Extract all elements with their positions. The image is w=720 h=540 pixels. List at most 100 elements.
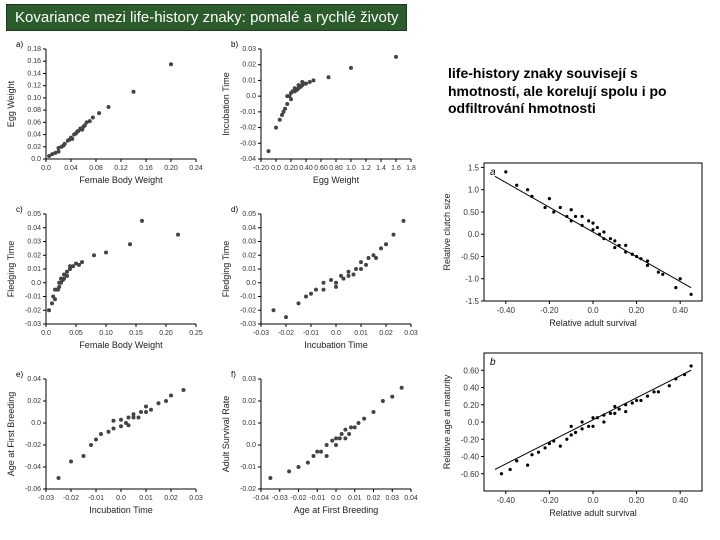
svg-text:0.04: 0.04 — [27, 376, 41, 383]
svg-text:0.04: 0.04 — [27, 225, 41, 232]
svg-text:-0.02: -0.02 — [240, 307, 256, 314]
svg-text:0.20: 0.20 — [284, 165, 298, 172]
svg-text:0.0: 0.0 — [246, 280, 256, 287]
svg-text:-0.01: -0.01 — [240, 294, 256, 301]
svg-text:1.6: 1.6 — [391, 165, 401, 172]
svg-text:0.01: 0.01 — [242, 420, 256, 427]
content-area: 0.0 0.04 0.08 0.12 0.16 0.20 0.24 0.0 0.02 0.04 0.… — [0, 37, 720, 533]
svg-text:0.16: 0.16 — [27, 58, 41, 65]
svg-text:Egg Weight: Egg Weight — [6, 80, 16, 127]
scatter-panel-c: 0.00.050.100.150.200.25-0.03-0.02-0.010.… — [4, 202, 204, 352]
scatter-panel-d: -0.03-0.02-0.010.00.010.020.03-0.03-0.02… — [219, 202, 419, 352]
right-regression-panels: -0.40-0.200.00.200.40-1.5-1.0-0.500.00.5… — [438, 149, 714, 529]
svg-text:0.40: 0.40 — [672, 496, 688, 505]
svg-text:0.03: 0.03 — [404, 330, 418, 337]
svg-text:0.05: 0.05 — [242, 211, 256, 218]
svg-text:0.02: 0.02 — [242, 252, 256, 259]
svg-text:0.03: 0.03 — [385, 495, 399, 502]
svg-text:0.06: 0.06 — [27, 119, 41, 126]
svg-text:-0.01: -0.01 — [303, 330, 319, 337]
svg-text:0.03: 0.03 — [242, 239, 256, 246]
svg-text:e): e) — [16, 370, 23, 379]
svg-text:0.12: 0.12 — [27, 83, 41, 90]
svg-text:0.0: 0.0 — [116, 495, 126, 502]
svg-text:0.01: 0.01 — [27, 266, 41, 273]
svg-text:0.20: 0.20 — [159, 330, 173, 337]
svg-text:1.5: 1.5 — [468, 163, 480, 172]
svg-text:0.0: 0.0 — [41, 330, 51, 337]
svg-text:0.12: 0.12 — [114, 165, 128, 172]
svg-text:0.0: 0.0 — [271, 165, 281, 172]
svg-text:Age at First Breeding: Age at First Breeding — [6, 392, 16, 477]
svg-text:Fledging Time: Fledging Time — [6, 241, 16, 298]
svg-text:1.4: 1.4 — [376, 165, 386, 172]
svg-text:-0.02: -0.02 — [278, 330, 294, 337]
svg-text:0.40: 0.40 — [463, 384, 479, 393]
svg-text:-0.20: -0.20 — [461, 435, 480, 444]
svg-text:-0.20: -0.20 — [253, 165, 269, 172]
scatter-panel-f: -0.04-0.03-0.02-0.010.00.010.020.030.04-… — [219, 367, 419, 517]
svg-text:0.20: 0.20 — [629, 306, 645, 315]
svg-text:0.0: 0.0 — [587, 306, 599, 315]
svg-text:1.2: 1.2 — [361, 165, 371, 172]
svg-text:0.03: 0.03 — [27, 239, 41, 246]
svg-text:0.01: 0.01 — [354, 330, 368, 337]
svg-text:0.0: 0.0 — [331, 495, 341, 502]
svg-text:-0.50: -0.50 — [461, 252, 480, 261]
svg-text:-0.04: -0.04 — [25, 464, 41, 471]
scatter-panel-e: -0.03-0.02-0.010.00.010.020.03-0.06-0.04… — [4, 367, 204, 517]
svg-text:0.08: 0.08 — [27, 107, 41, 114]
svg-text:Adult Survival Rate: Adult Survival Rate — [221, 396, 231, 473]
svg-text:0.14: 0.14 — [27, 70, 41, 77]
svg-text:-1.5: -1.5 — [465, 297, 479, 306]
svg-text:0.01: 0.01 — [242, 77, 256, 84]
svg-text:1.0: 1.0 — [346, 165, 356, 172]
svg-text:Egg Weight: Egg Weight — [313, 175, 360, 185]
svg-text:0.04: 0.04 — [27, 132, 41, 139]
title-banner: Kovariance mezi life-history znaky: poma… — [6, 4, 407, 31]
svg-text:0.0: 0.0 — [331, 330, 341, 337]
svg-text:0.04: 0.04 — [242, 225, 256, 232]
svg-text:0.02: 0.02 — [27, 144, 41, 151]
regression-panel-g: -0.40-0.200.00.200.40-1.5-1.0-0.500.00.5… — [438, 149, 714, 329]
svg-text:0.0: 0.0 — [31, 156, 41, 163]
svg-text:0.25: 0.25 — [189, 330, 203, 337]
svg-text:Female Body Weight: Female Body Weight — [79, 340, 163, 350]
svg-text:0.0: 0.0 — [246, 442, 256, 449]
svg-text:-1.0: -1.0 — [465, 275, 479, 284]
svg-text:0.10: 0.10 — [27, 95, 41, 102]
svg-text:Relative age at maturity: Relative age at maturity — [442, 374, 452, 469]
svg-text:Age at First Breeding: Age at First Breeding — [294, 505, 379, 515]
svg-text:-0.03: -0.03 — [253, 330, 269, 337]
svg-text:Fledging Time: Fledging Time — [221, 241, 231, 298]
svg-text:0.02: 0.02 — [27, 252, 41, 259]
svg-text:0.08: 0.08 — [89, 165, 103, 172]
svg-text:-0.04: -0.04 — [240, 156, 256, 163]
svg-text:0.02: 0.02 — [242, 398, 256, 405]
scatter-panel-a: 0.00.040.080.120.160.200.240.00.020.040.… — [4, 37, 204, 187]
svg-text:0.50: 0.50 — [463, 208, 479, 217]
svg-text:0.03: 0.03 — [189, 495, 203, 502]
svg-text:b): b) — [231, 40, 238, 49]
svg-text:0.20: 0.20 — [164, 165, 178, 172]
svg-text:0.0: 0.0 — [31, 280, 41, 287]
svg-text:-0.60: -0.60 — [461, 470, 480, 479]
svg-text:0.40: 0.40 — [299, 165, 313, 172]
scatter-panel-b: -0.200.00.200.400.600.801.01.21.41.61.8-… — [219, 37, 419, 187]
svg-text:-0.01: -0.01 — [88, 495, 104, 502]
svg-text:0.0: 0.0 — [31, 420, 41, 427]
svg-text:-0.03: -0.03 — [38, 495, 54, 502]
svg-text:0.60: 0.60 — [314, 165, 328, 172]
svg-text:0.05: 0.05 — [69, 330, 83, 337]
svg-text:0.01: 0.01 — [348, 495, 362, 502]
svg-text:-0.02: -0.02 — [240, 486, 256, 493]
svg-text:0.15: 0.15 — [129, 330, 143, 337]
side-text: life-history znaky souvisejí s hmotností… — [448, 65, 708, 118]
svg-text:-0.20: -0.20 — [540, 496, 559, 505]
svg-text:0.24: 0.24 — [189, 165, 203, 172]
svg-text:-0.01: -0.01 — [25, 294, 41, 301]
svg-text:-0.40: -0.40 — [461, 453, 480, 462]
svg-text:Relative clutch size: Relative clutch size — [442, 193, 452, 270]
svg-text:0.04: 0.04 — [404, 495, 418, 502]
svg-text:-0.01: -0.01 — [309, 495, 325, 502]
